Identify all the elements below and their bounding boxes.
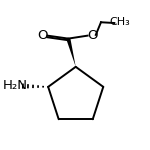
Text: O: O <box>87 29 97 42</box>
Polygon shape <box>66 38 76 67</box>
Text: O: O <box>37 29 47 42</box>
Text: CH₃: CH₃ <box>110 17 130 27</box>
Text: H₂N: H₂N <box>3 79 28 92</box>
